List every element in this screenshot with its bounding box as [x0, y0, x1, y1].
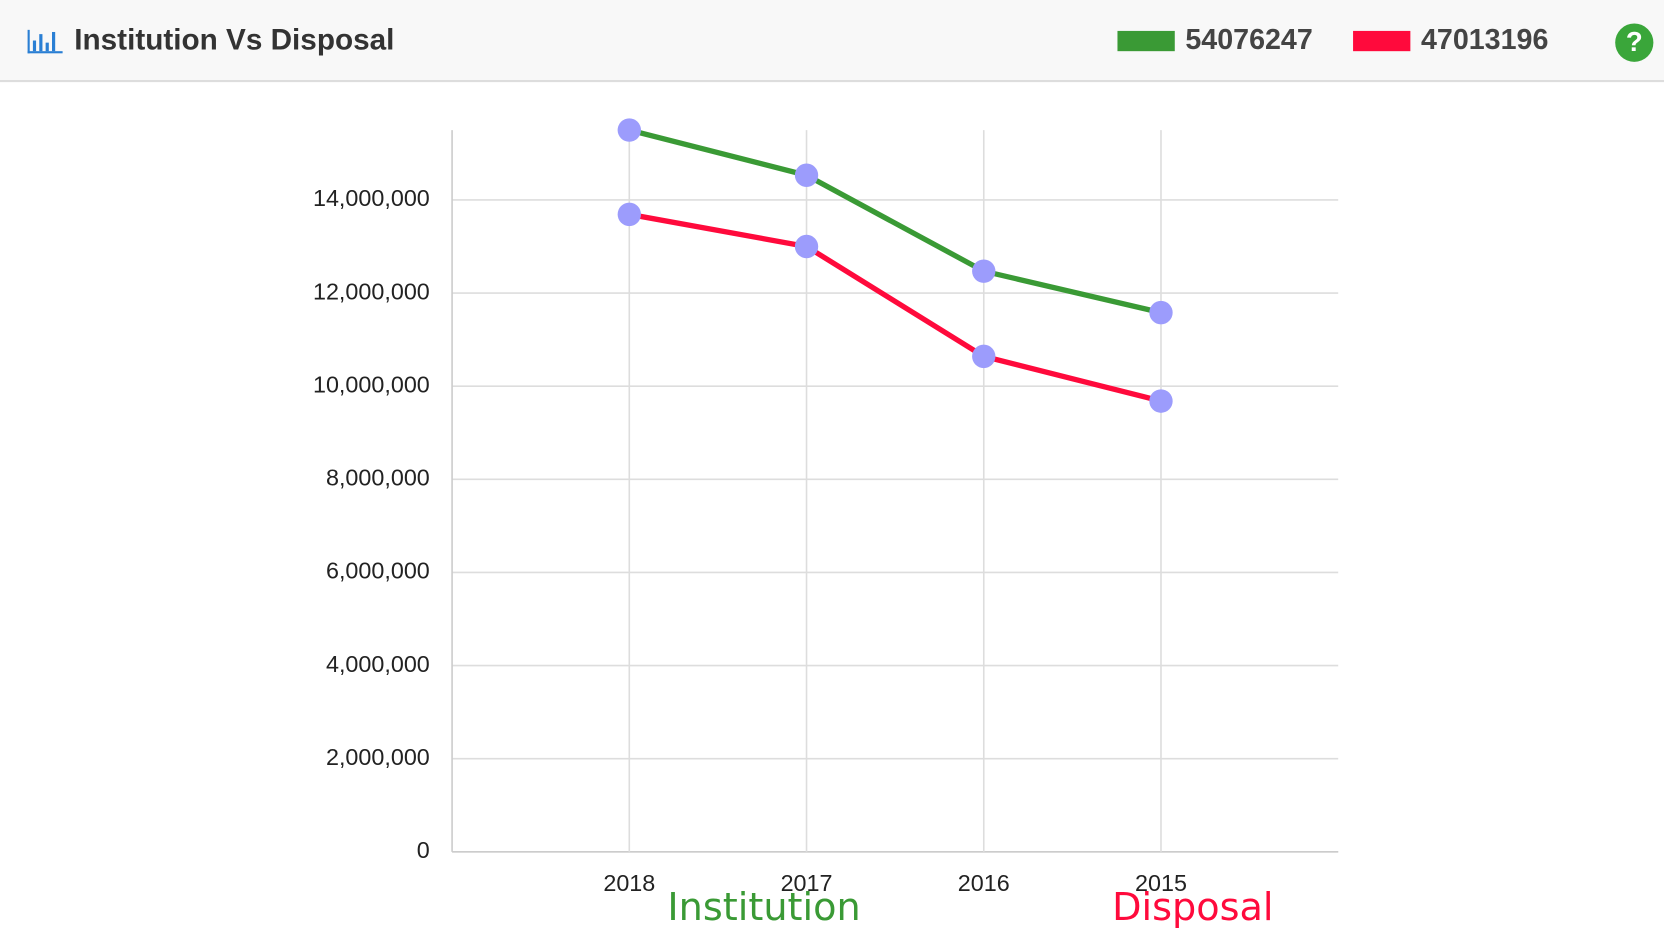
series-line [628, 127, 1162, 316]
x-tick-label: 2016 [958, 870, 1010, 896]
series-label: Disposal [1112, 885, 1273, 930]
y-tick-label: 4,000,000 [326, 651, 430, 677]
point [794, 163, 819, 187]
legend-total: 47013196 [1421, 24, 1548, 56]
series-line [628, 211, 1162, 404]
point [794, 234, 819, 259]
point [972, 344, 996, 369]
y-tick-label: 8,000,000 [326, 464, 430, 490]
y-tick-label: 6,000,000 [326, 558, 430, 584]
svg-text:?: ? [1626, 26, 1643, 57]
chart-title: Institution Vs Disposal [74, 23, 394, 56]
x-tick-label: 2018 [603, 870, 655, 896]
x-tick-label: 2015 [1135, 870, 1187, 896]
legend-swatch [1117, 30, 1175, 52]
y-tick-label: 2,000,000 [326, 744, 430, 770]
y-tick-label: 14,000,000 [313, 185, 430, 211]
series-label: Institution [667, 885, 860, 930]
point [972, 259, 996, 283]
point [1149, 389, 1173, 413]
point [617, 118, 641, 142]
point [617, 202, 641, 227]
legend-total: 54076247 [1185, 24, 1312, 56]
chart-icon [27, 29, 63, 54]
point [1149, 300, 1173, 325]
y-tick-label: 10,000,000 [313, 371, 430, 397]
x-tick-label: 2017 [781, 870, 833, 896]
help-button[interactable]: ? [1615, 23, 1654, 62]
y-tick-label: 0 [417, 837, 430, 863]
y-tick-label: 12,000,000 [313, 278, 430, 304]
legend-swatch [1353, 30, 1411, 52]
